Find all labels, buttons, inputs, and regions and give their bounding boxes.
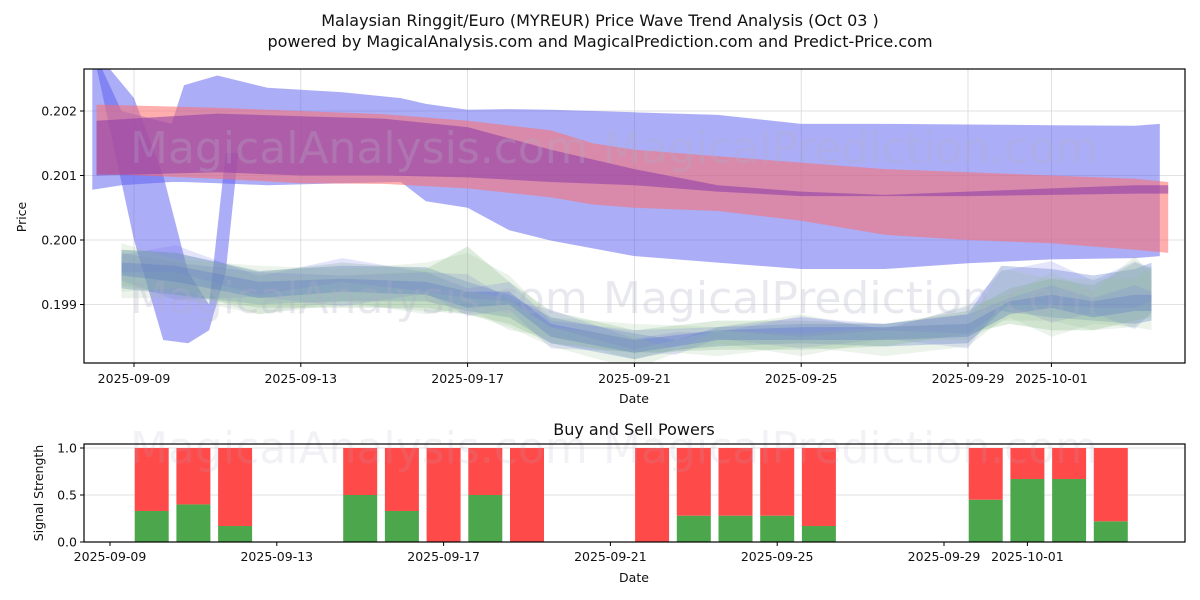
watermark-mid-left: MagicalAnalysis.com [130,273,588,324]
top-x-tick-label: 2025-09-25 [765,371,838,386]
top-x-tick-label: 2025-09-21 [598,371,671,386]
buy-bar [719,516,753,542]
watermark-top-left: MagicalAnalysis.com [130,123,588,174]
buy-bar [1094,521,1128,542]
bottom-y-ticks: 0.0 0.5 1.0 [57,441,84,550]
buy-bar [468,495,502,542]
buy-sell-chart: Buy and Sell Powers MagicalAnalysis.com … [31,420,1185,585]
bottom-y-axis-label: Signal Strength [31,445,46,541]
buy-bar [343,495,377,542]
chart-subtitle: powered by MagicalAnalysis.com and Magic… [267,32,932,51]
top-y-tick-label: 0.199 [41,297,77,312]
bottom-x-tick-label: 2025-09-17 [407,549,480,564]
price-wave-chart: MagicalAnalysis.com MagicalPrediction.co… [14,48,1185,406]
bottom-x-ticks: 2025-09-09 2025-09-13 2025-09-17 2025-09-21… [74,542,1064,564]
bottom-x-tick-label: 2025-09-25 [741,549,814,564]
buy-bar [1052,479,1086,542]
bottom-x-axis-label: Date [619,570,649,585]
top-x-tick-label: 2025-10-01 [1015,371,1088,386]
top-y-tick-label: 0.200 [41,233,77,248]
bottom-y-tick-label: 1.0 [57,441,77,456]
top-x-tick-label: 2025-09-29 [932,371,1005,386]
top-x-axis-label: Date [619,391,649,406]
bottom-x-tick-label: 2025-09-13 [240,549,313,564]
buy-bar [969,500,1003,542]
sell-bar [1094,448,1128,521]
bottom-y-tick-label: 0.0 [57,535,77,550]
top-x-tick-label: 2025-09-17 [431,371,504,386]
top-x-tick-label: 2025-09-13 [264,371,337,386]
bottom-y-tick-label: 0.5 [57,488,77,503]
chart-canvas: Malaysian Ringgit/Euro (MYREUR) Price Wa… [0,0,1200,600]
buy-bar [802,526,836,542]
buy-bar [1010,479,1044,542]
watermark-bottom-right: MagicalPrediction.com [603,423,1098,474]
buy-bar [677,516,711,542]
top-y-axis-label: Price [14,201,29,232]
bottom-x-tick-label: 2025-09-21 [574,549,647,564]
buy-bar [218,526,252,542]
watermark-top-right: MagicalPrediction.com [603,123,1098,174]
top-y-tick-label: 0.201 [41,168,77,183]
bottom-x-tick-label: 2025-10-01 [991,549,1064,564]
buy-bar [135,511,169,542]
bottom-x-tick-label: 2025-09-09 [74,549,147,564]
buy-bar [385,511,419,542]
bottom-x-tick-label: 2025-09-29 [908,549,981,564]
watermark-bottom-left: MagicalAnalysis.com [130,423,588,474]
chart-title: Malaysian Ringgit/Euro (MYREUR) Price Wa… [321,11,879,30]
top-x-ticks: 2025-09-09 2025-09-13 2025-09-17 2025-09-21… [98,363,1088,386]
top-y-ticks: 0.199 0.200 0.201 0.202 [41,104,84,313]
buy-bar [176,504,210,542]
top-x-tick-label: 2025-09-09 [98,371,171,386]
watermark-mid-right: MagicalPrediction.com [603,273,1098,324]
buy-bar [760,516,794,542]
top-y-tick-label: 0.202 [41,104,77,119]
